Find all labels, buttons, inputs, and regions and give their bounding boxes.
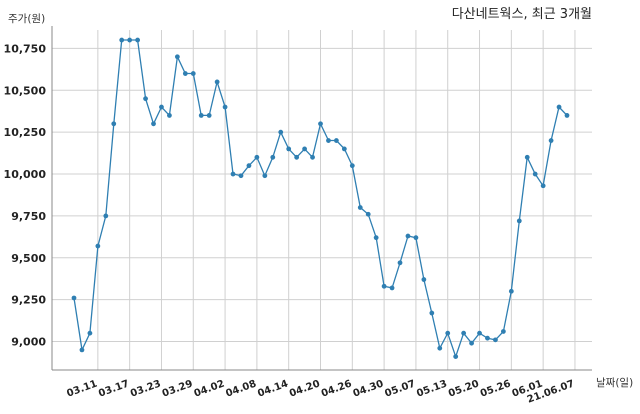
data-point	[79, 347, 85, 353]
data-point	[389, 285, 395, 291]
x-tick-labels: 03.1103.1703.2303.2904.0204.0804.1404.20…	[65, 378, 576, 405]
data-point	[174, 54, 180, 60]
data-point	[500, 329, 506, 334]
data-point	[493, 337, 498, 343]
data-point	[461, 330, 467, 336]
data-point	[326, 138, 331, 143]
data-point	[453, 354, 459, 360]
data-point	[429, 310, 435, 316]
data-point	[246, 163, 252, 169]
data-point	[71, 295, 77, 301]
x-tick-label: 03.17	[97, 378, 131, 399]
data-point	[548, 138, 554, 143]
y-axis-label: 주가(원)	[8, 13, 45, 25]
x-tick-label: 05.07	[383, 378, 417, 399]
axes	[51, 26, 592, 371]
data-point	[397, 260, 403, 266]
data-point	[111, 121, 117, 127]
x-tick-label: 04.20	[288, 378, 322, 399]
data-point	[540, 183, 546, 189]
data-point	[516, 218, 522, 224]
data-point	[302, 146, 307, 152]
data-point	[270, 154, 276, 160]
x-tick-label: 05.13	[415, 378, 449, 399]
x-tick-label: 03.23	[129, 378, 163, 399]
data-point	[238, 173, 244, 179]
data-point	[222, 104, 228, 110]
data-point	[151, 121, 156, 127]
y-tick-label: 9,500	[11, 252, 46, 265]
data-point	[349, 163, 355, 169]
data-point	[182, 71, 188, 76]
x-tick-label: 05.26	[479, 378, 513, 399]
data-point	[532, 171, 538, 177]
y-tick-labels: 9,000 9,250 9,500 9,750 10,000 10,250 10,500 10…	[4, 42, 47, 348]
y-tick-label: 10,000	[4, 168, 47, 181]
data-point	[334, 138, 339, 143]
data-point	[469, 340, 474, 346]
x-tick-label: 05.20	[447, 378, 481, 399]
x-axis-label: 날짜(일)	[596, 376, 633, 389]
x-tick-label: 04.30	[352, 378, 386, 399]
y-tick-label: 9,750	[11, 210, 46, 223]
data-point	[167, 113, 172, 118]
y-tick-label: 10,750	[4, 42, 47, 55]
data-point	[357, 205, 363, 210]
data-point	[405, 233, 411, 239]
x-tick-label: 04.08	[224, 378, 258, 399]
gridlines	[52, 30, 592, 370]
data-point	[556, 104, 562, 110]
data-point	[310, 154, 315, 160]
y-tick-label: 9,250	[11, 294, 46, 307]
data-point	[103, 213, 109, 219]
data-point	[365, 211, 371, 217]
data-point	[206, 113, 212, 118]
price-points	[71, 37, 570, 360]
data-point	[318, 121, 323, 127]
data-point	[445, 330, 451, 336]
data-point	[159, 104, 164, 110]
data-point	[341, 146, 347, 152]
data-point	[485, 335, 490, 341]
y-tick-label: 10,500	[4, 84, 47, 97]
data-point	[135, 37, 141, 43]
x-tick-label: 03.29	[161, 378, 195, 399]
x-tick-label: 04.26	[320, 378, 354, 399]
x-tick-label: 04.02	[193, 378, 227, 399]
data-point	[190, 71, 196, 76]
data-point	[230, 171, 236, 177]
data-point	[421, 277, 427, 282]
y-tick-label: 10,250	[4, 126, 47, 139]
data-point	[286, 146, 292, 152]
data-point	[198, 113, 204, 118]
data-point	[524, 154, 530, 160]
data-point	[437, 345, 443, 351]
x-tick-label: 04.14	[256, 378, 290, 399]
data-point	[278, 129, 284, 135]
chart-title: 다산네트웍스, 최근 3개월	[452, 7, 592, 22]
y-tick-label: 9,000	[11, 336, 46, 349]
data-point	[254, 154, 260, 160]
data-point	[87, 330, 93, 336]
data-point	[143, 96, 148, 102]
data-point	[564, 113, 570, 118]
data-point	[127, 37, 133, 43]
data-point	[373, 235, 379, 241]
data-point	[119, 37, 125, 43]
data-point	[477, 330, 482, 336]
data-point	[262, 173, 268, 179]
data-point	[508, 288, 514, 294]
data-point	[214, 79, 220, 85]
data-point	[95, 243, 101, 249]
data-point	[381, 283, 387, 289]
x-tick-label: 03.11	[65, 378, 99, 399]
data-point	[413, 235, 419, 241]
data-point	[294, 154, 300, 160]
